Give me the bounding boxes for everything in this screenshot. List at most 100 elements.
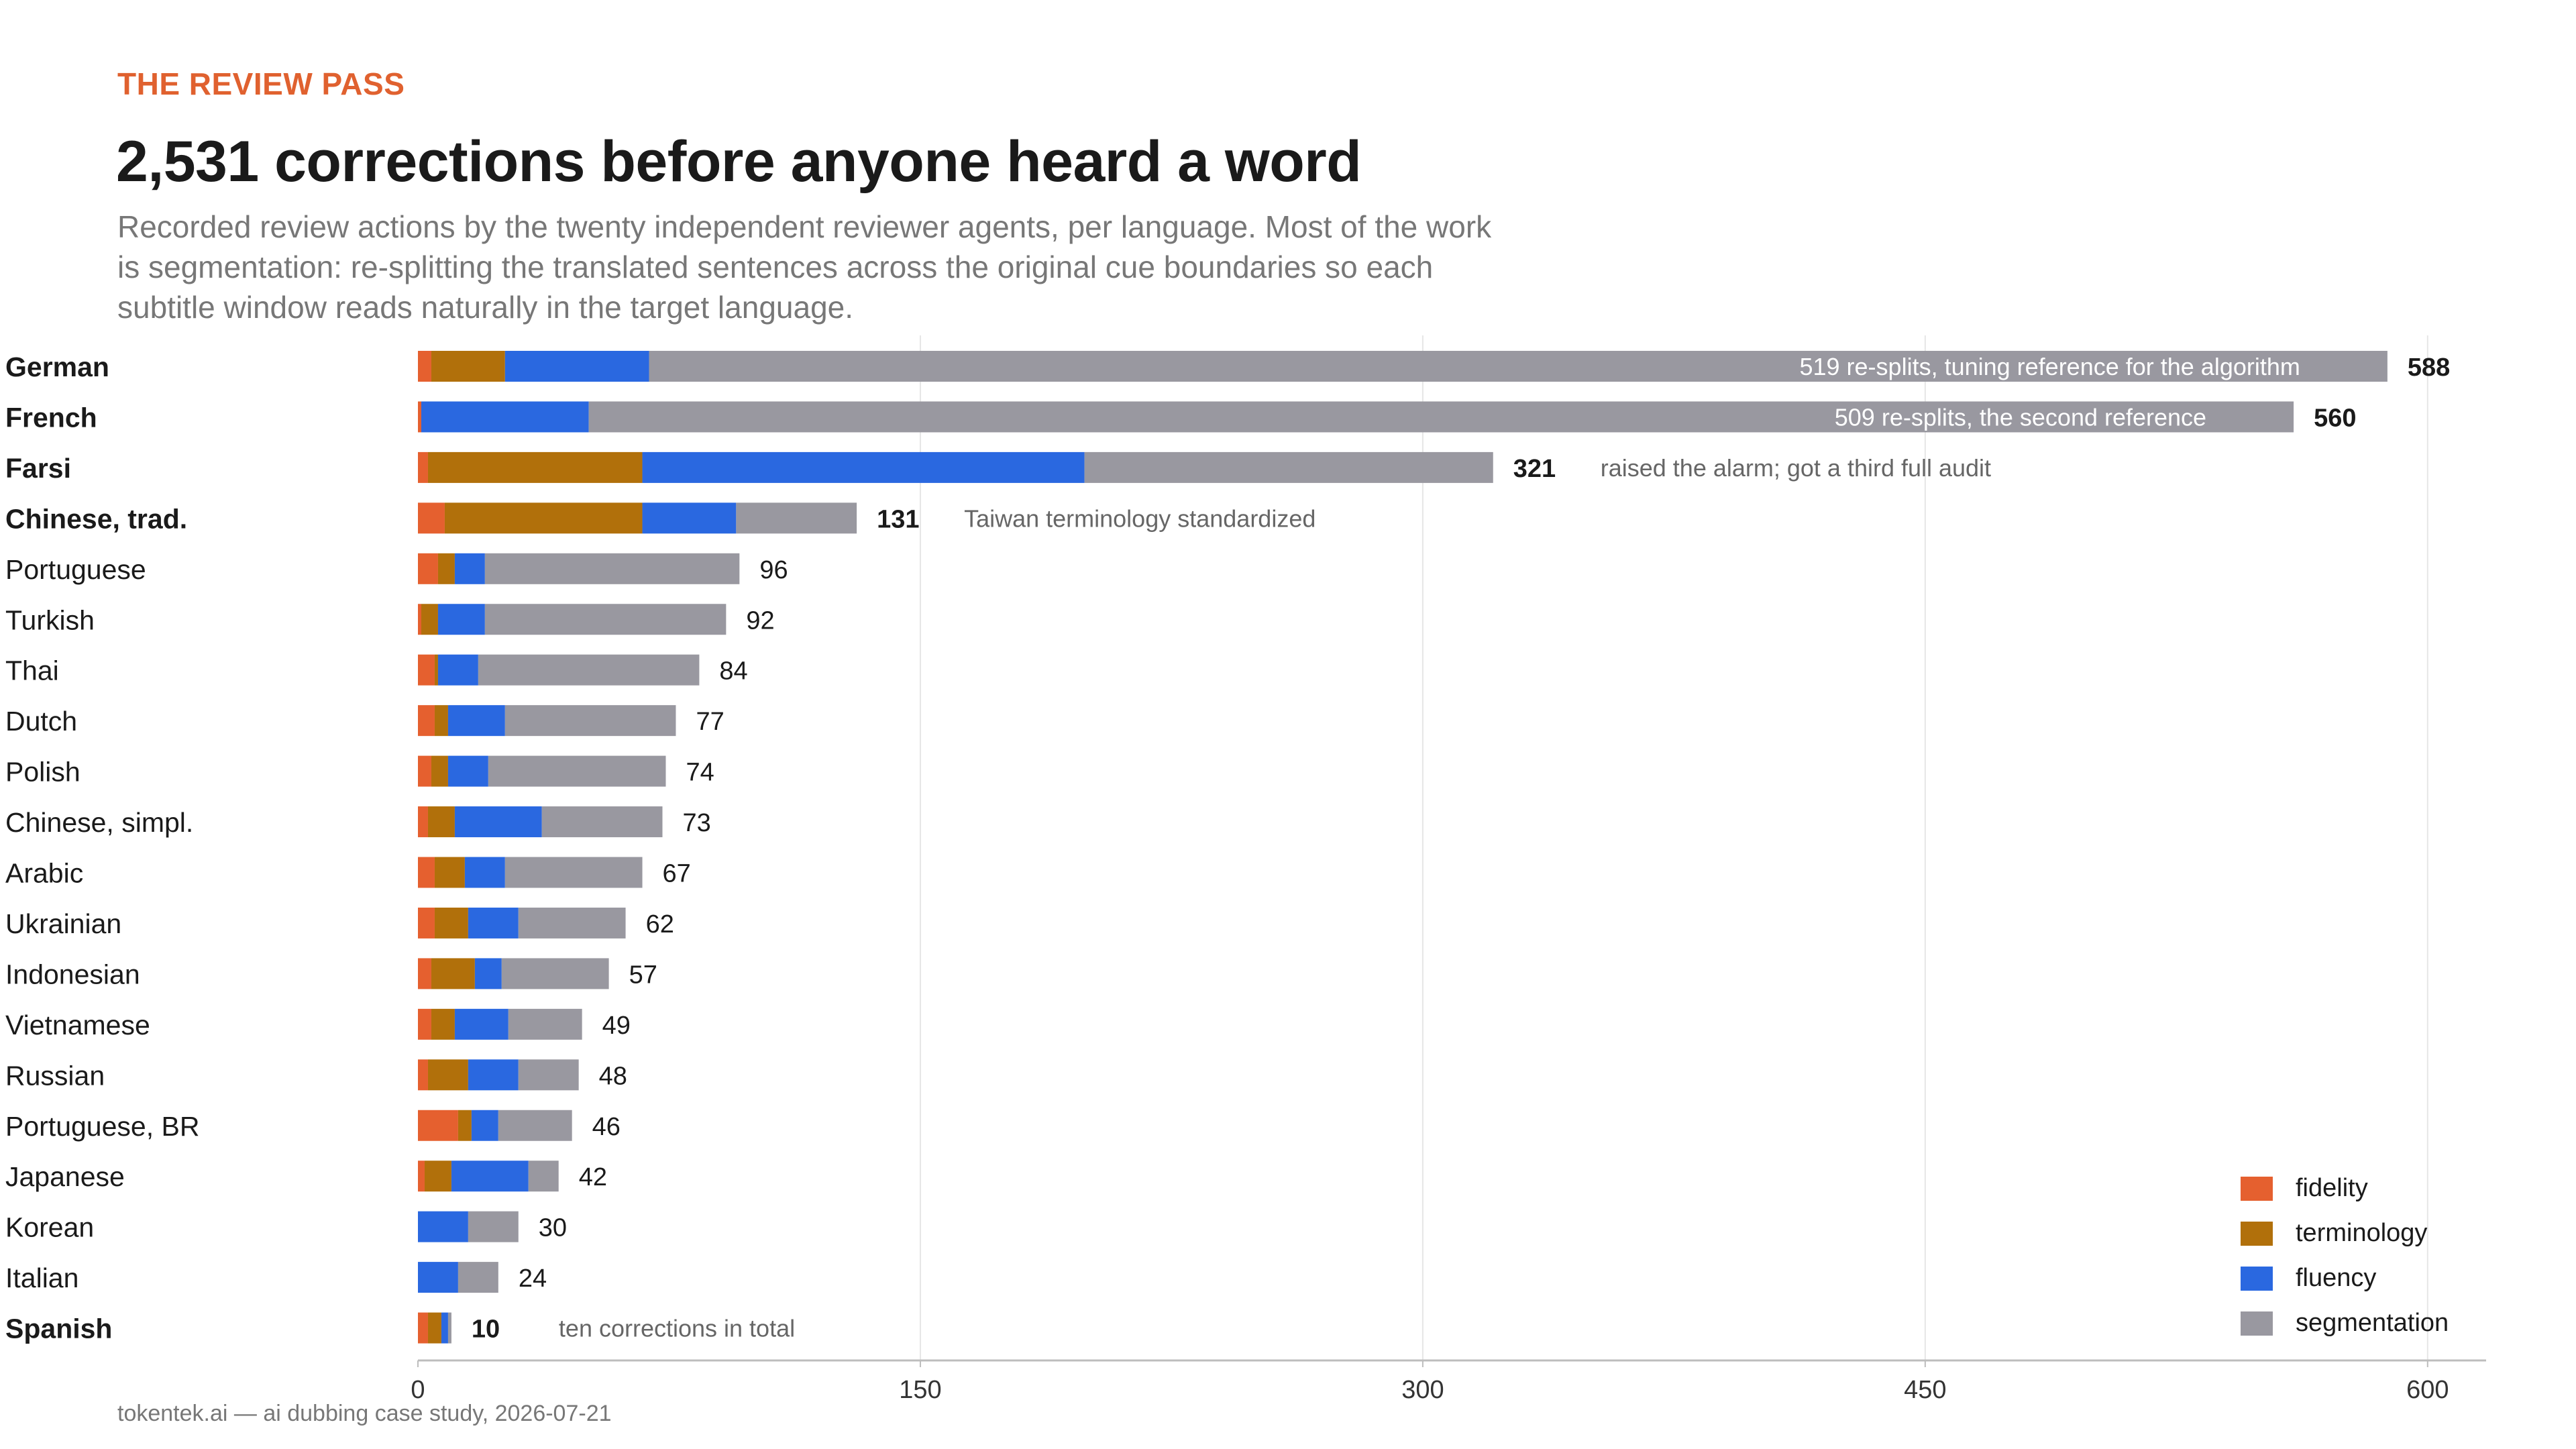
bar-segment-french-fluency [421,401,589,433]
category-label-thai: Thai [5,655,59,686]
total-label-dutch: 77 [696,708,724,736]
bar-segment-farsi-segmentation [1084,451,1493,483]
legend-item-segmentation: segmentation [2241,1301,2449,1346]
bar-segment-arabic-segmentation [504,857,643,888]
annotation-french: 509 re-splits, the second reference [1835,403,2206,431]
bar-segment-arabic-fluency [464,857,505,888]
legend-item-fluency: fluency [2241,1256,2449,1301]
total-label-spanish: 10 [472,1316,500,1344]
category-label-italian: Italian [5,1263,78,1293]
bar-segment-french-segmentation [588,401,2294,433]
bar-segment-portuguese-fluency [454,553,485,584]
total-label-thai: 84 [719,657,747,686]
bar-segment-thai-segmentation [478,654,700,686]
bar-segment-thai-fluency [437,654,478,686]
bar-segment-arabic-fidelity [418,857,435,888]
bar-segment-spanish-segmentation [447,1312,451,1344]
bar-segment-spanish-fidelity [418,1312,428,1344]
annotation-spanish: ten corrections in total [559,1315,795,1342]
chart-subtitle: Recorded review actions by the twenty in… [117,209,1492,325]
bar-segment-portuguese-br-segmentation [498,1110,572,1141]
bar-segment-turkish-fidelity [418,604,421,635]
category-label-chinese-simpl: Chinese, simpl. [5,807,193,838]
annotations: 519 re-splits, tuning reference for the … [559,353,2300,1342]
bar-segment-indonesian-terminology [431,958,475,989]
total-label-portuguese: 96 [759,556,788,584]
bar-segment-polish-fidelity [418,755,431,787]
bar-segment-russian-segmentation [518,1059,579,1091]
bar-segment-polish-segmentation [488,755,666,787]
bar-segment-farsi-fidelity [418,451,428,483]
legend-item-fidelity: fidelity [2241,1166,2449,1211]
category-label-farsi: Farsi [5,453,71,484]
bar-segment-italian-segmentation [458,1262,498,1293]
bar-segment-turkish-terminology [421,604,438,635]
category-label-vietnamese: Vietnamese [5,1010,150,1040]
total-label-turkish: 92 [746,606,774,635]
legend-label-terminology: terminology [2296,1219,2428,1247]
bar-segment-korean-fluency [418,1211,468,1242]
legend-swatch-terminology [2241,1221,2273,1246]
bar-segment-vietnamese-segmentation [508,1008,582,1040]
bar-segment-farsi-fluency [642,451,1085,483]
bar-segment-indonesian-segmentation [501,958,609,989]
bar-segment-german-fluency [504,351,649,382]
total-label-german: 588 [2408,354,2450,382]
category-label-german: German [5,352,109,382]
total-label-polish: 74 [686,759,714,787]
bars [418,351,2387,1344]
legend-item-terminology: terminology [2241,1211,2449,1256]
total-label-russian: 48 [599,1062,627,1090]
footer-credit: tokentek.ai — ai dubbing case study, 202… [117,1401,612,1426]
category-label-portuguese-br: Portuguese, BR [5,1111,199,1142]
bar-segment-indonesian-fluency [474,958,502,989]
bar-segment-dutch-segmentation [504,705,676,737]
total-label-portuguese-br: 46 [592,1113,621,1141]
total-label-chinese-simpl: 73 [682,809,710,837]
bar-segment-russian-terminology [427,1059,468,1091]
category-label-japanese: Japanese [5,1161,125,1192]
total-label-vietnamese: 49 [602,1012,631,1040]
total-label-ukrainian: 62 [646,910,674,938]
bar-segment-portuguese-segmentation [484,553,740,584]
bar-segment-ukrainian-fluency [468,907,519,938]
bar-segment-dutch-fluency [447,705,505,737]
bar-segment-chinese-simpl-fluency [454,806,542,838]
bar-segment-farsi-terminology [427,451,643,483]
legend-swatch-fluency [2241,1266,2273,1291]
bar-segment-polish-terminology [431,755,448,787]
bar-segment-ukrainian-segmentation [518,907,626,938]
bar-segment-spanish-fluency [441,1312,448,1344]
x-axis: 0 150 300 450 600 [411,1359,2486,1404]
bar-segment-french-fidelity [418,401,421,433]
total-label-chinese-trad: 131 [877,505,919,533]
bar-segment-italian-fluency [418,1262,458,1293]
total-labels: 588 560 321 131 96 92 84 77 74 73 67 62 57 49 48 46 42 30… [472,354,2450,1344]
bar-segment-german-segmentation [649,351,2387,382]
bar-segment-turkish-segmentation [484,604,727,635]
category-label-chinese-trad: Chinese, trad. [5,503,187,534]
bar-segment-german-fidelity [418,351,431,382]
legend-swatch-fidelity [2241,1176,2273,1201]
annotation-farsi: raised the alarm; got a third full audit [1601,454,1991,482]
x-tick-label: 450 [1904,1376,1946,1404]
bar-segment-chinese-simpl-terminology [427,806,455,838]
bar-segment-dutch-fidelity [418,705,435,737]
bar-segment-japanese-fluency [451,1161,529,1192]
total-label-french: 560 [2314,404,2356,432]
legend: fidelity terminology fluency segmentatio… [2241,1166,2449,1346]
legend-label-fluency: fluency [2296,1264,2377,1292]
bar-segment-vietnamese-terminology [431,1008,455,1040]
bar-segment-japanese-terminology [424,1161,451,1192]
category-label-portuguese: Portuguese [5,554,146,585]
bar-segment-polish-fluency [447,755,488,787]
x-tick-label: 300 [1401,1376,1444,1404]
gridlines [919,335,2428,1360]
legend-swatch-segmentation [2241,1311,2273,1336]
bar-segment-japanese-segmentation [528,1161,559,1192]
bar-segment-thai-fidelity [418,654,435,686]
total-label-farsi: 321 [1513,455,1556,483]
total-label-arabic: 67 [663,860,691,888]
bar-segment-chinese-trad-fidelity [418,502,445,534]
bar-segment-chinese-trad-segmentation [736,502,857,534]
